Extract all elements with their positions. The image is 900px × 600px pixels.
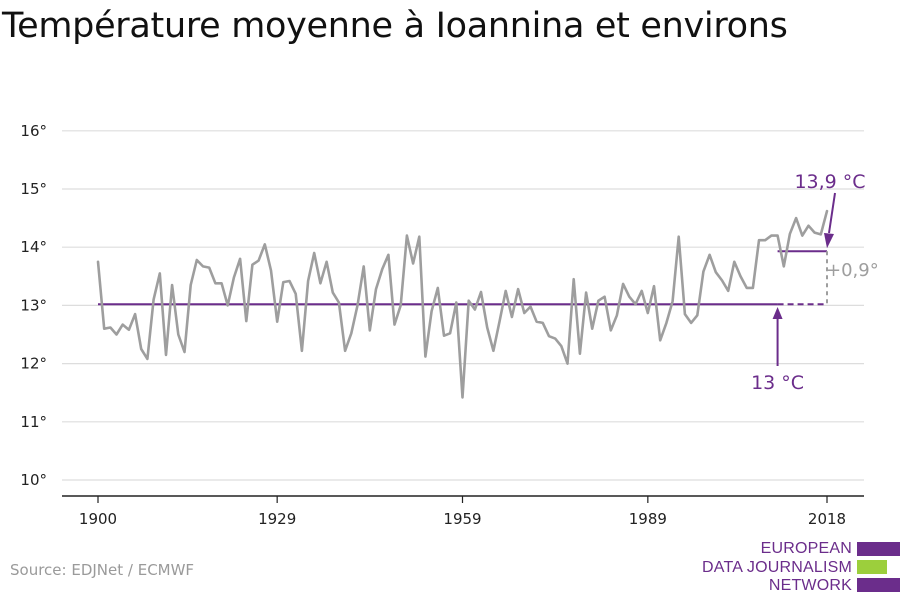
x-tick-label: 1989: [629, 510, 667, 528]
x-tick-label: 1900: [79, 510, 117, 528]
logo-text: EUROPEAN DATA JOURNALISM NETWORK: [702, 540, 852, 596]
logo-bar-purple-2: [857, 578, 900, 592]
logo-line-1: EUROPEAN: [760, 540, 852, 557]
label-13-9: 13,9 °C: [794, 171, 865, 193]
label-13: 13 °C: [751, 372, 804, 394]
arrow-13-9-shaft: [828, 192, 836, 234]
chart-title: Température moyenne à Ioannina et enviro…: [2, 6, 788, 46]
x-tick-label: 1929: [258, 510, 296, 528]
y-tick-label: 10°: [20, 471, 47, 489]
grid: [62, 130, 864, 481]
x-tick-label: 1959: [443, 510, 481, 528]
arrow-13-9-head: [824, 233, 834, 249]
logo-line-2: DATA JOURNALISM: [702, 558, 852, 576]
x-axis: 1900 1929 1959 1989 2018: [62, 495, 864, 528]
logo-bar-purple: [857, 542, 900, 556]
y-tick-label: 12°: [20, 355, 47, 373]
y-tick-label: 13°: [20, 296, 47, 314]
y-axis-ticks: 10° 11° 12° 13° 14° 15° 16°: [20, 122, 47, 489]
y-tick-label: 15°: [20, 180, 47, 198]
annotations: 13 °C 13,9 °C +0,9°: [751, 171, 879, 394]
source-note: Source: EDJNet / ECMWF: [10, 561, 195, 579]
y-tick-label: 16°: [20, 122, 47, 140]
y-tick-label: 14°: [20, 238, 47, 256]
x-tick-label: 2018: [808, 510, 846, 528]
temperature-series-line: [96, 209, 829, 399]
reference-lines: [98, 250, 828, 306]
label-delta: +0,9°: [826, 260, 879, 281]
edjnet-logo[interactable]: EUROPEAN DATA JOURNALISM NETWORK: [700, 538, 900, 598]
logo-line-3: NETWORK: [768, 577, 852, 594]
arrow-13-head: [772, 307, 783, 319]
logo-bar-green: [857, 560, 887, 574]
y-tick-label: 11°: [20, 413, 47, 431]
